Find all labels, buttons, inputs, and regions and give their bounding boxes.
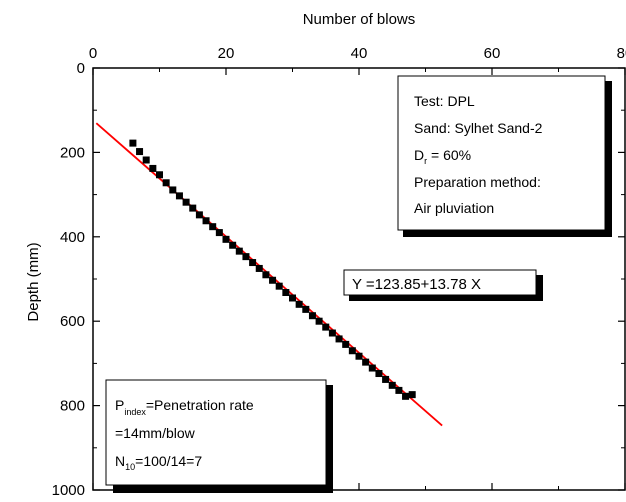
x-tick-label: 20 xyxy=(218,45,235,62)
data-point xyxy=(195,211,203,219)
data-point xyxy=(262,271,270,279)
fit-equation-label: Y =123.85+13.78 X xyxy=(352,276,481,293)
rate-n10-sub: 10 xyxy=(125,462,135,472)
data-point xyxy=(355,352,363,360)
y-tick-label: 200 xyxy=(60,144,85,161)
data-point xyxy=(222,235,230,243)
data-point xyxy=(362,358,370,366)
x-axis-title: Number of blows xyxy=(303,11,416,28)
data-point xyxy=(235,247,243,255)
info-density-sub: r xyxy=(424,156,427,166)
data-point xyxy=(322,323,330,331)
data-point xyxy=(189,204,197,212)
data-point xyxy=(315,317,323,325)
data-point xyxy=(182,198,190,206)
y-tick-label: 1000 xyxy=(52,482,85,499)
rate-n10-label: N10=100/14=7 xyxy=(115,453,202,472)
data-point xyxy=(388,381,396,389)
data-point xyxy=(335,335,343,343)
equation-box-frame xyxy=(343,269,537,296)
rate-pindex-main: P xyxy=(115,397,124,413)
data-point xyxy=(382,375,390,383)
data-point xyxy=(282,289,290,297)
y-axis-title: Depth (mm) xyxy=(25,242,42,321)
data-point xyxy=(302,305,310,313)
data-point xyxy=(295,300,303,308)
data-point xyxy=(308,312,316,320)
data-point xyxy=(342,340,350,348)
data-point xyxy=(209,223,217,231)
data-point xyxy=(275,282,283,290)
data-point xyxy=(175,192,183,200)
info-sand-label: Sand: Sylhet Sand-2 xyxy=(414,120,543,136)
data-point xyxy=(169,186,177,194)
data-point xyxy=(255,264,263,272)
data-point xyxy=(162,179,170,187)
data-point xyxy=(142,156,150,164)
y-tick-label: 600 xyxy=(60,313,85,330)
data-point xyxy=(395,386,403,394)
y-tick-label: 0 xyxy=(77,60,85,77)
data-point xyxy=(215,229,223,237)
rate-pindex-sub: index xyxy=(124,407,146,417)
rate-pindex-rest: =Penetration rate xyxy=(146,397,254,413)
y-tick-label: 800 xyxy=(60,398,85,415)
data-point xyxy=(156,171,163,179)
data-point xyxy=(242,253,250,261)
data-point xyxy=(229,241,237,249)
x-tick-label: 0 xyxy=(89,45,97,62)
x-tick-label: 80 xyxy=(617,45,626,62)
data-point xyxy=(202,217,210,225)
rate-box-frame xyxy=(105,379,327,486)
data-point xyxy=(348,347,356,355)
rate-box: Pindex=Penetration rate =14mm/blow N10=1… xyxy=(105,379,333,493)
data-point xyxy=(269,276,277,284)
info-method-value: Air pluviation xyxy=(414,200,494,216)
rate-pindex-label: Pindex=Penetration rate xyxy=(115,397,254,417)
info-density-main: D xyxy=(414,147,424,163)
equation-box: Y =123.85+13.78 X xyxy=(343,269,543,301)
data-point xyxy=(249,259,257,267)
rate-n10-main: N xyxy=(115,453,125,469)
x-tick-label: 60 xyxy=(484,45,501,62)
info-box-frame xyxy=(397,75,606,231)
data-point xyxy=(129,139,137,147)
data-point xyxy=(368,364,376,372)
data-point xyxy=(328,329,336,337)
data-point xyxy=(149,164,157,172)
y-tick-label: 400 xyxy=(60,229,85,246)
rate-n10-rest: =100/14=7 xyxy=(135,453,202,469)
data-point xyxy=(402,392,410,400)
info-density-label: Dr = 60% xyxy=(414,147,471,166)
data-point xyxy=(408,391,416,399)
info-test-label: Test: DPL xyxy=(414,93,475,109)
x-tick-label: 40 xyxy=(351,45,368,62)
info-density-rest: = 60% xyxy=(427,147,471,163)
info-method-label: Preparation method: xyxy=(414,174,541,190)
data-point xyxy=(136,148,144,156)
rate-value-label: =14mm/blow xyxy=(115,425,196,441)
info-box: Test: DPL Sand: Sylhet Sand-2 Dr = 60% P… xyxy=(397,75,612,237)
data-point xyxy=(289,294,296,302)
data-point xyxy=(375,370,383,378)
